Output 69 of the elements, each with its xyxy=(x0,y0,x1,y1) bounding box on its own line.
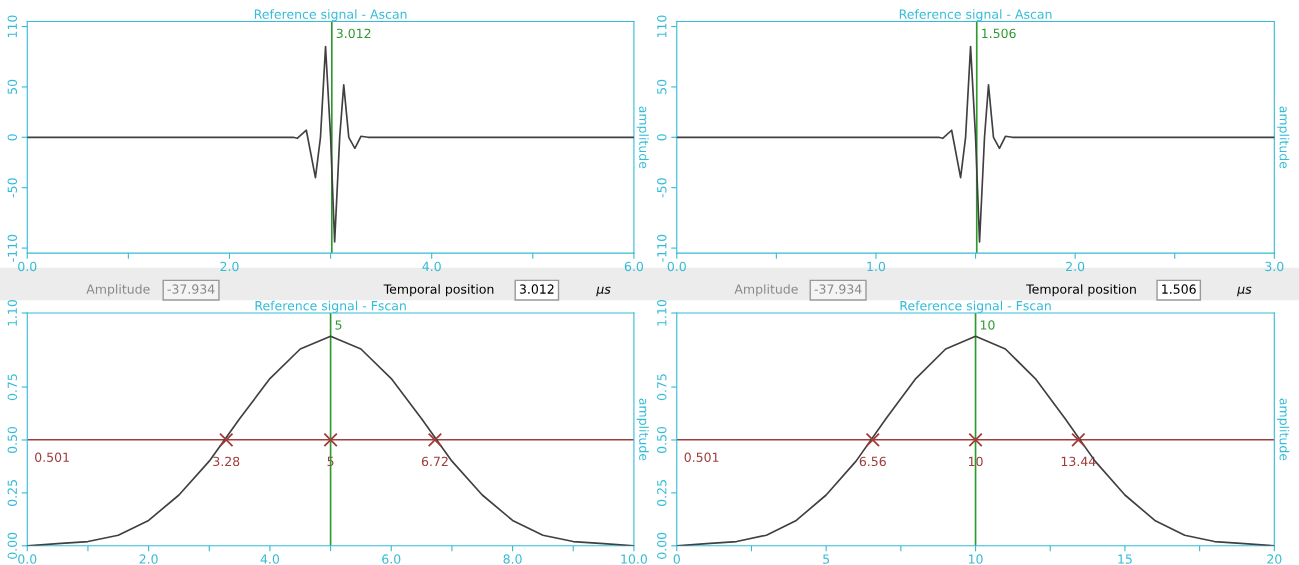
annotation: 6.56 xyxy=(859,456,886,467)
x-tick-label: 2.0 xyxy=(220,261,239,272)
text: Temporal position xyxy=(383,284,494,297)
y-tick-label: 1.10 xyxy=(7,299,18,326)
x-tick-label: 20 xyxy=(1267,554,1282,564)
text: Amplitude xyxy=(734,284,798,297)
y-tick-label: -110 xyxy=(7,234,18,262)
y-tick-label: -50 xyxy=(657,178,667,198)
y-tick-label: 110 xyxy=(7,15,18,38)
y-axis-title: amplitude xyxy=(1277,398,1290,461)
y-tick-label: -110 xyxy=(657,234,667,262)
y-tick-label: 110 xyxy=(657,15,667,38)
y-tick-label: 1.10 xyxy=(657,299,667,326)
chart-title: Reference signal - Fscan xyxy=(900,300,1051,313)
annotation: 6.72 xyxy=(421,456,448,467)
annotation: 3.28 xyxy=(213,456,240,467)
line-series xyxy=(27,45,634,243)
x-tick-label: 6.0 xyxy=(624,261,644,272)
y-tick-label: 0.75 xyxy=(7,374,18,401)
x-tick-label: 4.0 xyxy=(422,261,441,272)
y-tick-label: 0.25 xyxy=(7,480,18,506)
x-tick-label: 0 xyxy=(673,554,680,564)
text: 1.506 xyxy=(1162,284,1196,294)
y-tick-label: 0.75 xyxy=(657,374,667,401)
y-tick-label: 0.00 xyxy=(7,532,18,559)
y-tick-label: 50 xyxy=(7,79,18,94)
ref-line-label: 0.501 xyxy=(35,452,69,462)
text: µs xyxy=(596,286,611,297)
y-tick-label: 0.50 xyxy=(657,426,667,454)
ref-line-label: 5 xyxy=(335,320,342,330)
y-tick-label: 0.50 xyxy=(7,426,18,454)
text: Temporal position xyxy=(1026,284,1136,297)
y-axis-title: amplitude xyxy=(1277,106,1290,169)
text: -37.934 xyxy=(167,284,215,294)
x-tick-label: 5 xyxy=(823,554,830,564)
y-tick-label: 0.00 xyxy=(657,532,667,559)
x-tick-label: 10 xyxy=(968,554,983,564)
y-tick-label: 0 xyxy=(7,134,18,141)
chart-title: Reference signal - Ascan xyxy=(899,9,1052,22)
text: µs xyxy=(1237,286,1252,297)
y-axis-title: amplitude xyxy=(636,106,649,169)
y-tick-label: 0.25 xyxy=(657,480,667,506)
ref-line-label: 0.501 xyxy=(684,452,719,462)
y-tick-label: -50 xyxy=(7,178,18,198)
annotation: 13.44 xyxy=(1061,456,1096,467)
y-tick-label: 50 xyxy=(657,79,667,94)
x-tick-label: 6.0 xyxy=(382,554,401,564)
text: -37.934 xyxy=(814,284,862,294)
ref-line-label: 1.506 xyxy=(982,28,1016,39)
chart-title: Reference signal - Ascan xyxy=(254,9,407,22)
x-tick-label: 10.0 xyxy=(621,554,647,564)
x-tick-label: 0.0 xyxy=(667,261,686,272)
x-tick-label: 2.0 xyxy=(139,554,158,564)
chart-title: Reference signal - Fscan xyxy=(255,300,406,313)
x-tick-label: 3.0 xyxy=(1265,261,1284,272)
x-tick-label: 15 xyxy=(1118,554,1132,564)
ref-line-label: 10 xyxy=(980,320,995,330)
y-tick-label: 0 xyxy=(657,134,667,141)
y-axis-title: amplitude xyxy=(636,398,649,461)
x-tick-label: 0.0 xyxy=(18,261,37,272)
text: Amplitude xyxy=(86,284,150,297)
x-tick-label: 2.0 xyxy=(1066,261,1085,272)
x-tick-label: 0.0 xyxy=(18,554,37,564)
x-tick-label: 8.0 xyxy=(503,554,522,564)
ref-line-label: 3.012 xyxy=(336,28,371,39)
x-tick-label: 4.0 xyxy=(260,554,280,564)
text: 3.012 xyxy=(519,284,554,294)
x-tick-label: 1.0 xyxy=(867,261,886,272)
line-series xyxy=(676,45,1275,243)
